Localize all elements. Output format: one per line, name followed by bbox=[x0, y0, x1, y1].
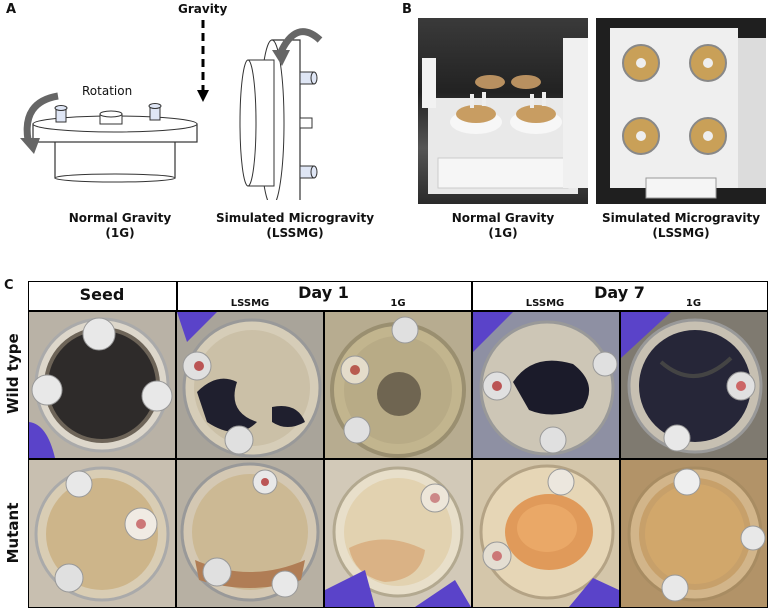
photo-wt-day7-lssmg bbox=[473, 312, 619, 458]
photo-mut-day1-1g bbox=[325, 460, 471, 607]
b-normal-caption: Normal Gravity (1G) bbox=[418, 211, 588, 241]
a-sim-caption-line1: Simulated Microgravity bbox=[215, 211, 375, 225]
b-normal-caption-line2: (1G) bbox=[488, 226, 518, 240]
col-header-day1: Day 1 bbox=[298, 283, 349, 302]
b-sim-caption: Simulated Microgravity (LSSMG) bbox=[596, 211, 766, 241]
row-label-mutant: Mutant bbox=[4, 502, 22, 564]
a-sim-caption: Simulated Microgravity (LSSMG) bbox=[210, 211, 380, 241]
panel-c-label: C bbox=[4, 278, 14, 293]
photo-wt-day1-lssmg bbox=[177, 312, 323, 458]
photo-mut-day7-1g bbox=[621, 460, 767, 607]
grid-header bbox=[28, 281, 768, 311]
sub-header-day7-1g: 1G bbox=[685, 298, 702, 309]
photo-wt-day7-1g bbox=[621, 312, 767, 458]
a-sim-caption-line2: (LSSMG) bbox=[266, 226, 324, 240]
a-normal-caption: Normal Gravity (1G) bbox=[40, 211, 200, 241]
photo-grid bbox=[28, 311, 768, 608]
photo-mut-day1-lssmg bbox=[177, 460, 323, 607]
rotation-label: Rotation bbox=[82, 84, 133, 98]
bioreactor-photo-lssmg bbox=[596, 18, 766, 204]
lssmg-vessel-drawing bbox=[239, 28, 323, 200]
col-header-day7: Day 7 bbox=[594, 283, 645, 302]
col-header-seed: Seed bbox=[79, 285, 125, 304]
normal-vessel-drawing bbox=[20, 92, 198, 183]
photo-mut-seed bbox=[29, 460, 175, 607]
gravity-arrowhead bbox=[197, 90, 209, 102]
header-divider-2 bbox=[471, 281, 473, 313]
a-normal-caption-line2: (1G) bbox=[105, 226, 135, 240]
panel-b-label: B bbox=[402, 2, 412, 17]
b-sim-caption-line2: (LSSMG) bbox=[652, 226, 710, 240]
b-normal-caption-line1: Normal Gravity bbox=[451, 211, 555, 225]
a-normal-caption-line1: Normal Gravity bbox=[68, 211, 172, 225]
bioreactor-photo-1g bbox=[418, 18, 588, 204]
row-label-wild-type: Wild type bbox=[4, 333, 22, 414]
panel-a-label: A bbox=[6, 2, 17, 17]
rotation-diagram bbox=[20, 20, 323, 200]
sub-header-day1-1g: 1G bbox=[390, 298, 406, 309]
photo-mut-day7-lssmg bbox=[473, 460, 619, 607]
sub-header-day1-lssmg: LSSMG bbox=[230, 298, 270, 309]
photo-wt-day1-1g bbox=[325, 312, 471, 458]
b-sim-caption-line1: Simulated Microgravity bbox=[601, 211, 761, 225]
sub-header-day7-lssmg: LSSMG bbox=[525, 298, 565, 309]
gravity-label: Gravity bbox=[178, 2, 228, 16]
photo-wt-seed bbox=[29, 312, 175, 458]
header-divider-1 bbox=[176, 281, 178, 313]
